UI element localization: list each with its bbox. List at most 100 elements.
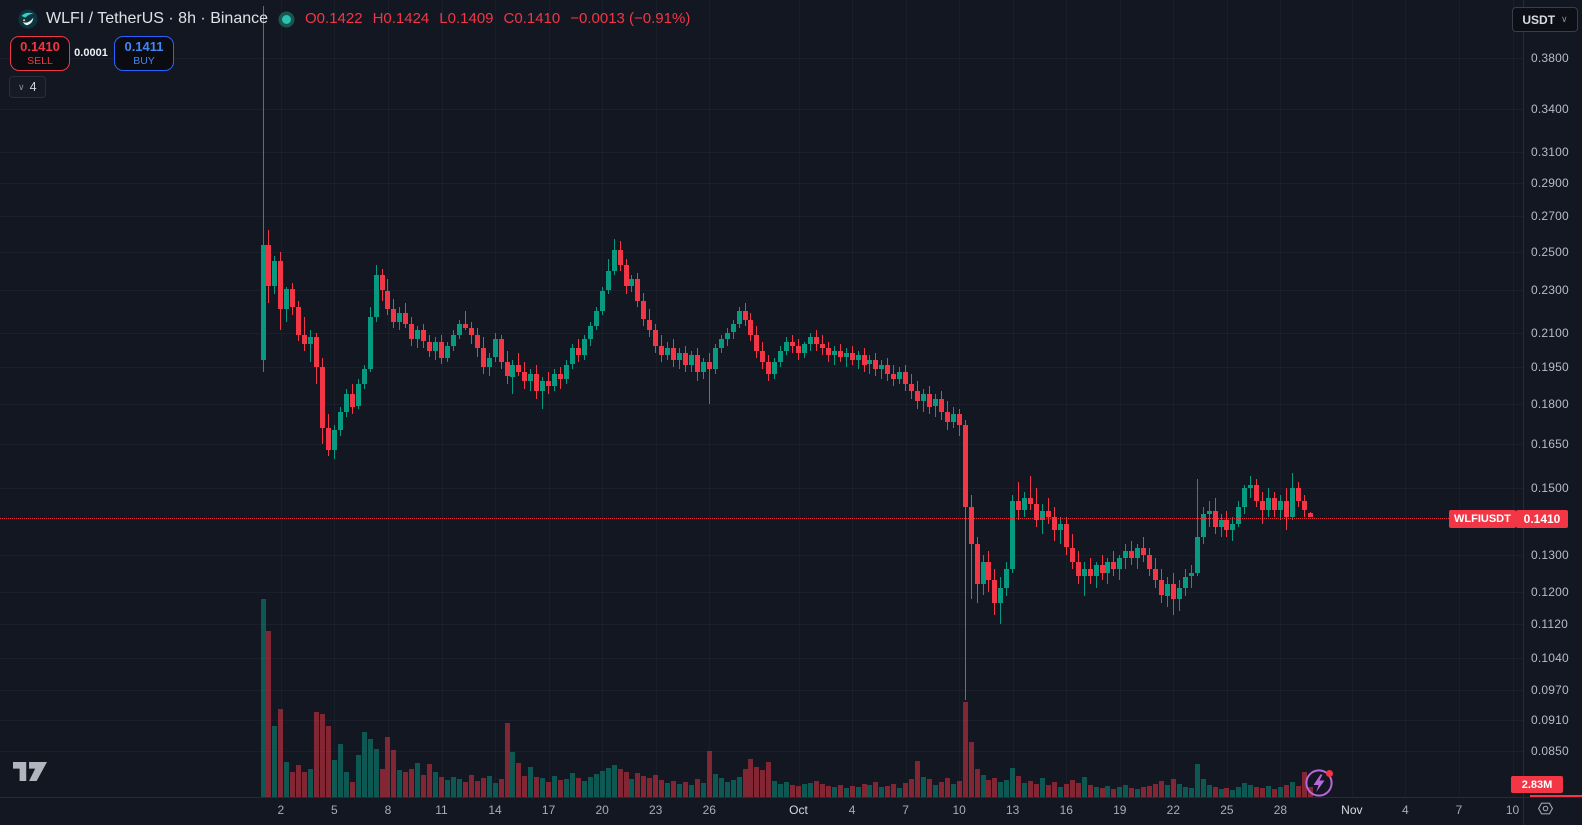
volume-bar — [950, 783, 956, 797]
notification-dot — [1326, 770, 1333, 777]
volume-bar — [1159, 781, 1164, 797]
symbol-title[interactable]: WLFI / TetherUS · 8h · Binance — [46, 10, 269, 27]
v-gridline — [1351, 0, 1353, 797]
volume-bar — [439, 776, 444, 797]
volume-bar — [921, 776, 926, 797]
v-gridline — [602, 0, 604, 797]
volume-bar — [1123, 785, 1129, 797]
volume-bar — [385, 737, 391, 797]
lightning-icon[interactable] — [1304, 768, 1334, 798]
volume-bar — [1224, 788, 1230, 797]
volume-axis-strip — [1530, 795, 1582, 798]
candle — [921, 393, 926, 402]
candle — [1188, 572, 1194, 577]
volume-bar — [1117, 787, 1123, 797]
volume-bar — [1278, 787, 1283, 797]
price-tick-label: 0.1800 — [1531, 396, 1569, 411]
volume-bar — [778, 783, 784, 797]
candle — [1123, 551, 1129, 559]
candle — [1028, 497, 1034, 504]
volume-bar — [528, 767, 534, 797]
symbol-legend: WLFI / TetherUS · 8h · Binance O0.1422 H0… — [18, 7, 700, 31]
candle — [552, 374, 557, 387]
candle — [445, 346, 450, 358]
volume-bar — [320, 714, 325, 797]
volume-bar — [1081, 776, 1087, 797]
volume-bar — [379, 769, 385, 797]
volume-bar — [558, 780, 563, 797]
candle — [558, 374, 563, 379]
candle — [1034, 504, 1039, 521]
symbol-price-badge: WLFIUSDT — [1449, 510, 1516, 528]
currency-label: USDT — [1522, 12, 1556, 27]
candle — [605, 270, 611, 291]
volume-bar — [807, 782, 813, 797]
candle — [813, 337, 819, 344]
price-tick-label: 0.2700 — [1531, 209, 1569, 224]
candle — [1295, 488, 1301, 501]
candle — [641, 300, 647, 320]
time-tick-label: 10 — [952, 803, 966, 817]
candle — [1254, 485, 1260, 501]
volume-bar — [1045, 785, 1051, 797]
time-tick-label: 28 — [1273, 803, 1288, 817]
legend-collapse-button[interactable]: ∨ 4 — [9, 76, 46, 98]
volume-bar — [1194, 764, 1200, 797]
volume-bar — [403, 771, 409, 797]
candle — [534, 374, 540, 392]
volume-bar — [1135, 788, 1141, 797]
currency-unit-button[interactable]: USDT ∨ — [1512, 7, 1578, 32]
volume-bar — [1176, 783, 1182, 797]
volume-bar — [510, 752, 516, 797]
candle — [1224, 520, 1230, 531]
v-gridline — [548, 0, 550, 797]
v-gridline — [1458, 0, 1460, 797]
candle — [504, 362, 510, 377]
volume-bar — [1289, 782, 1295, 797]
axis-settings-icon[interactable] — [1537, 800, 1554, 822]
candle — [706, 362, 712, 370]
sell-label: SELL — [27, 55, 53, 67]
candle — [409, 323, 415, 340]
sell-button[interactable]: 0.1410 SELL — [10, 36, 70, 71]
volume-bar — [837, 785, 843, 797]
price-tick-label: 0.1500 — [1531, 481, 1569, 496]
candle — [397, 313, 403, 322]
time-tick-label: Oct — [789, 803, 808, 817]
sell-price: 0.1410 — [20, 39, 60, 55]
volume-bar — [1099, 788, 1105, 797]
volume-bar — [1129, 788, 1135, 797]
volume-bar — [843, 788, 849, 797]
candle-wick — [1083, 561, 1085, 596]
volume-bar — [1022, 782, 1028, 797]
volume-bar — [522, 776, 528, 797]
candle — [1117, 558, 1123, 570]
candle — [546, 381, 552, 387]
volume-bar — [1153, 783, 1158, 797]
candle-wick — [708, 352, 710, 404]
volume-bar — [986, 780, 992, 797]
candle — [1283, 500, 1289, 517]
tradingview-logo[interactable] — [13, 761, 47, 787]
volume-bar — [480, 777, 486, 797]
volume-bar — [1260, 788, 1266, 797]
volume-bar — [456, 779, 462, 797]
candle — [1141, 547, 1147, 555]
volume-bar — [861, 783, 867, 797]
market-status-dot[interactable] — [282, 14, 292, 24]
buy-button[interactable]: 0.1411 BUY — [114, 36, 174, 71]
volume-bar — [343, 772, 349, 797]
volume-bar — [915, 761, 920, 797]
volume-bar — [706, 751, 712, 797]
volume-bar — [1164, 785, 1170, 797]
candle — [1307, 513, 1313, 517]
candle — [1135, 547, 1141, 559]
candle — [1069, 547, 1075, 562]
price-tick-label: 0.1650 — [1531, 437, 1569, 452]
volume-bar — [819, 783, 825, 797]
candle — [617, 250, 623, 265]
ohlc-segment: C0.1410 — [503, 10, 561, 27]
volume-bar — [754, 767, 760, 797]
volume-bar — [415, 763, 421, 797]
volume-bar — [718, 777, 724, 797]
